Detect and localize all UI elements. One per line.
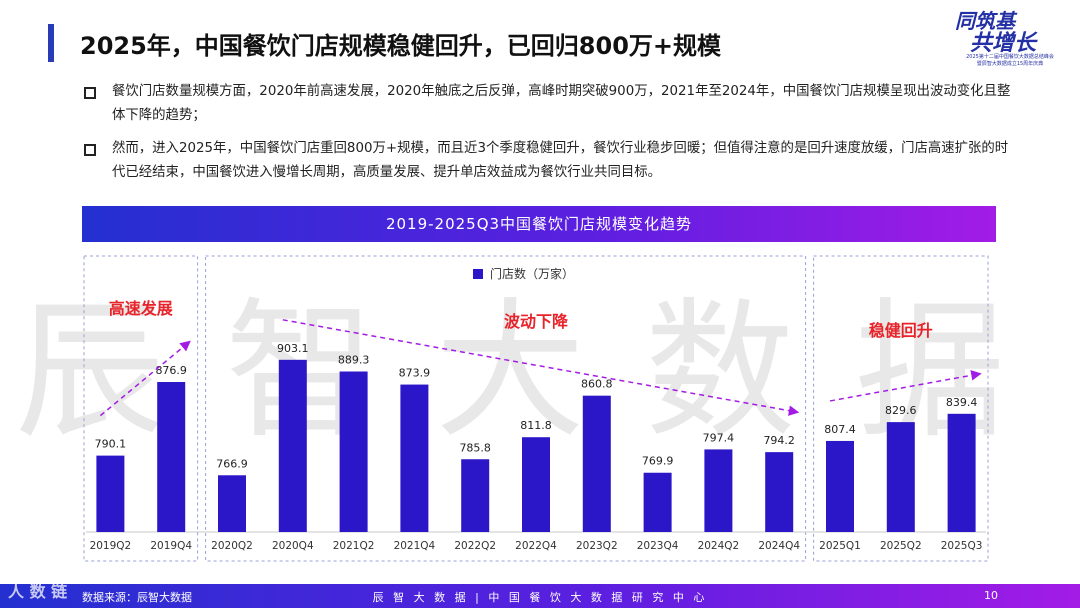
bar [826, 440, 854, 532]
bar [339, 371, 368, 532]
logo-line-3: 2025第十二届中国餐饮大数据总结峰会 [966, 54, 1054, 60]
trend-arrow [829, 370, 982, 402]
footer-org: 辰 智 大 数 据 | 中 国 餐 饮 大 数 据 研 究 中 心 [372, 591, 708, 604]
trend-annotation: 稳健回升 [869, 321, 933, 340]
bar [582, 395, 611, 532]
bar-chart: 门店数（万家） 790.1 2019Q2 876.9 2019Q4 766.9 2020Q2… [83, 255, 989, 562]
trend-arrow [282, 319, 800, 416]
trend-annotation: 高速发展 [109, 299, 174, 318]
value-label: 797.4 [703, 431, 735, 444]
value-label: 829.6 [885, 404, 917, 417]
trend-annotation: 波动下降 [504, 312, 569, 331]
value-label: 769.9 [642, 455, 674, 468]
category-label: 2021Q4 [394, 540, 436, 552]
group-frame [813, 255, 989, 562]
bullet-item: 餐饮门店数量规模方面，2020年前高速发展，2020年触底之后反弹，高峰时期突破… [82, 80, 1017, 128]
value-label: 860.8 [581, 378, 613, 391]
category-label: 2023Q4 [637, 540, 679, 552]
group-frame [205, 255, 807, 562]
category-label: 2023Q2 [576, 540, 618, 552]
bar [278, 359, 307, 532]
event-logo: 同筑基 共增长 2025第十二届中国餐饮大数据总结峰会 暨辰智大数据成立15周年… [910, 10, 1060, 80]
value-label: 903.1 [277, 342, 309, 355]
bar [522, 437, 550, 532]
bar [157, 382, 186, 532]
title-accent-bar [48, 24, 54, 62]
logo-line-1: 同筑基 [955, 9, 1015, 33]
category-label: 2020Q4 [272, 540, 314, 552]
value-label: 876.9 [155, 364, 187, 377]
category-label: 2024Q2 [698, 540, 740, 552]
value-label: 811.8 [520, 419, 552, 432]
logo-line-4: 暨辰智大数据成立15周年庆典 [976, 61, 1044, 67]
legend-label: 门店数（万家） [490, 266, 574, 281]
bar [886, 422, 915, 532]
footer-bar: 数据来源：辰智大数据 辰 智 大 数 据 | 中 国 餐 饮 大 数 据 研 究… [0, 584, 1080, 608]
value-label: 790.1 [95, 438, 127, 451]
category-label: 2021Q2 [333, 540, 375, 552]
bar [400, 384, 429, 532]
category-label: 2025Q3 [941, 540, 983, 552]
bar [643, 472, 672, 532]
logo-line-2: 共增长 [969, 30, 1036, 56]
value-label: 785.8 [459, 441, 491, 454]
category-label: 2019Q2 [90, 540, 132, 552]
category-label: 2025Q2 [880, 540, 922, 552]
legend-swatch [473, 269, 483, 279]
square-bullet-icon [84, 87, 96, 99]
bar [218, 475, 246, 532]
value-label: 889.3 [338, 354, 370, 367]
category-label: 2025Q1 [819, 540, 861, 552]
bar [947, 413, 976, 532]
bullet-list: 餐饮门店数量规模方面，2020年前高速发展，2020年触底之后反弹，高峰时期突破… [82, 80, 1017, 194]
category-label: 2020Q2 [211, 540, 253, 552]
footer-source: 数据来源：辰智大数据 [82, 591, 192, 604]
bar [765, 452, 794, 532]
square-bullet-icon [84, 144, 96, 156]
bar [704, 449, 733, 532]
bullet-text: 餐饮门店数量规模方面，2020年前高速发展，2020年触底之后反弹，高峰时期突破… [112, 84, 1011, 123]
trend-arrow [99, 340, 191, 417]
value-label: 794.2 [763, 434, 795, 447]
page-title: 2025年，中国餐饮门店规模稳健回升，已回归800万+规模 [80, 32, 722, 60]
category-label: 2019Q4 [150, 540, 192, 552]
category-label: 2022Q4 [515, 540, 557, 552]
value-label: 839.4 [946, 396, 978, 409]
bar [461, 459, 490, 532]
value-label: 807.4 [824, 423, 856, 436]
bullet-item: 然而，进入2025年，中国餐饮门店重回800万+规模，而且近3个季度稳健回升，餐… [82, 137, 1017, 185]
group-frame [83, 255, 199, 562]
value-label: 873.9 [399, 367, 431, 380]
page-number: 10 [984, 589, 998, 602]
category-label: 2024Q4 [758, 540, 800, 552]
bar [96, 455, 125, 532]
bullet-text: 然而，进入2025年，中国餐饮门店重回800万+规模，而且近3个季度稳健回升，餐… [112, 141, 1009, 180]
corner-watermark: 人 数 链 [8, 582, 68, 601]
value-label: 766.9 [216, 457, 248, 470]
chart-title-banner: 2019-2025Q3中国餐饮门店规模变化趋势 [82, 206, 996, 242]
category-label: 2022Q2 [454, 540, 496, 552]
